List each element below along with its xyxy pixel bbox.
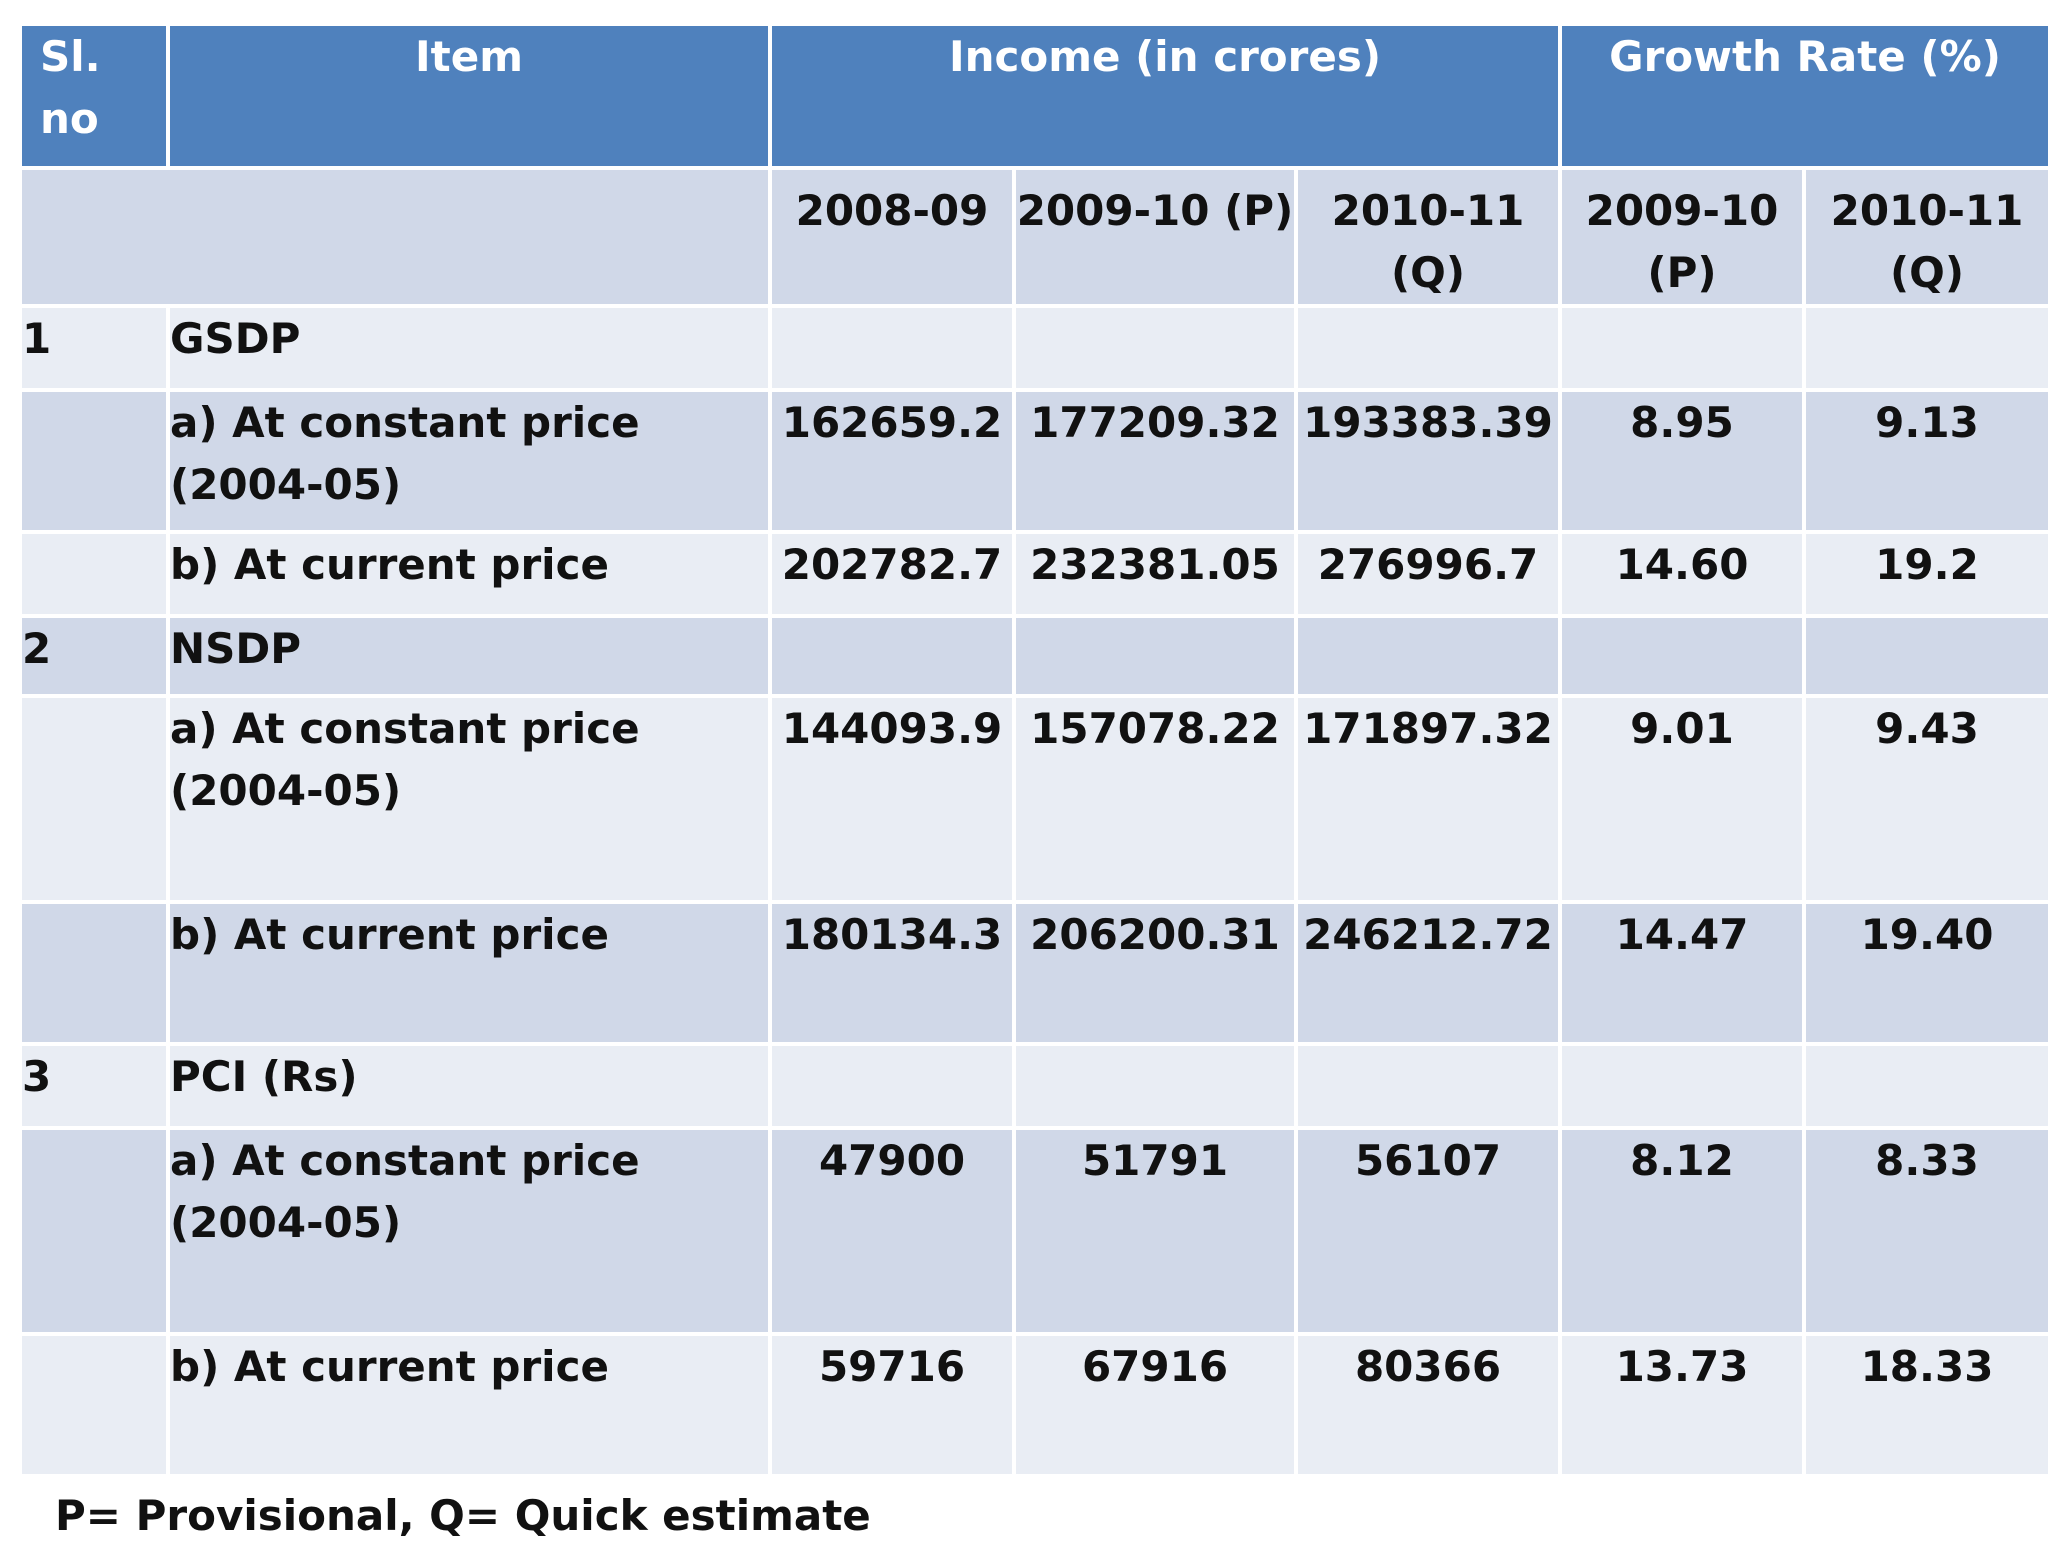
row-item-label: b) At current price [166,900,772,1046]
value-cell: 246212.72 [1294,900,1562,1046]
subheader-blank [18,166,772,308]
section-row: 3 PCI (Rs) [18,1042,2048,1130]
year-header: 2009-10 (P) [1558,166,1806,308]
header-row: Sl. no Item Income (in crores) Growth Ra… [18,22,2048,170]
growth-cell: 8.95 [1558,388,1806,534]
table-row: a) At constant price (2004-05) 144093.9 … [18,694,2048,904]
sl-no-header: Sl. no [18,22,170,170]
table-row: a) At constant price (2004-05) 162659.2 … [18,388,2048,534]
table-row: b) At current price 202782.7 232381.05 2… [18,530,2048,618]
growth-cell: 9.13 [1802,388,2048,534]
section-name: PCI (Rs) [166,1042,772,1130]
value-cell: 56107 [1294,1126,1562,1336]
footnote: P= Provisional, Q= Quick estimate [55,1491,871,1540]
value-cell: 206200.31 [1012,900,1298,1046]
value-cell: 47900 [768,1126,1016,1336]
table-row: b) At current price 180134.3 206200.31 2… [18,900,2048,1046]
growth-cell: 8.33 [1802,1126,2048,1336]
value-cell: 67916 [1012,1332,1298,1478]
growth-rate-header: Growth Rate (%) [1558,22,2048,170]
row-item-label: a) At constant price (2004-05) [166,694,772,904]
year-header: 2009-10 (P) [1012,166,1298,308]
value-cell: 80366 [1294,1332,1562,1478]
row-item-label: b) At current price [166,530,772,618]
value-cell: 51791 [1012,1126,1298,1336]
income-header: Income (in crores) [768,22,1562,170]
growth-cell: 19.40 [1802,900,2048,1046]
year-header: 2010-11 (Q) [1294,166,1562,308]
growth-cell: 18.33 [1802,1332,2048,1478]
growth-cell: 19.2 [1802,530,2048,618]
growth-cell: 14.47 [1558,900,1806,1046]
value-cell: 59716 [768,1332,1016,1478]
table-row: b) At current price 59716 67916 80366 13… [18,1332,2048,1478]
year-header: 2008-09 [768,166,1016,308]
growth-cell: 8.12 [1558,1126,1806,1336]
section-row: 2 NSDP [18,614,2048,698]
section-name: NSDP [166,614,772,698]
growth-cell: 14.60 [1558,530,1806,618]
value-cell: 177209.32 [1012,388,1298,534]
value-cell: 162659.2 [768,388,1016,534]
section-number: 2 [18,614,170,698]
value-cell: 144093.9 [768,694,1016,904]
value-cell: 276996.7 [1294,530,1562,618]
year-header: 2010-11 (Q) [1802,166,2048,308]
section-number: 1 [18,304,170,392]
row-item-label: b) At current price [166,1332,772,1478]
growth-cell: 9.43 [1802,694,2048,904]
value-cell: 202782.7 [768,530,1016,618]
year-subheader-row: 2008-09 2009-10 (P) 2010-11 (Q) 2009-10 … [18,166,2048,308]
value-cell: 157078.22 [1012,694,1298,904]
section-number: 3 [18,1042,170,1130]
income-table: Sl. no Item Income (in crores) Growth Ra… [18,22,2048,1478]
growth-cell: 9.01 [1558,694,1806,904]
section-name: GSDP [166,304,772,392]
growth-cell: 13.73 [1558,1332,1806,1478]
section-row: 1 GSDP [18,304,2048,392]
row-item-label: a) At constant price (2004-05) [166,1126,772,1336]
value-cell: 232381.05 [1012,530,1298,618]
item-header: Item [166,22,772,170]
value-cell: 171897.32 [1294,694,1562,904]
value-cell: 193383.39 [1294,388,1562,534]
table-row: a) At constant price (2004-05) 47900 517… [18,1126,2048,1336]
value-cell: 180134.3 [768,900,1016,1046]
row-item-label: a) At constant price (2004-05) [166,388,772,534]
